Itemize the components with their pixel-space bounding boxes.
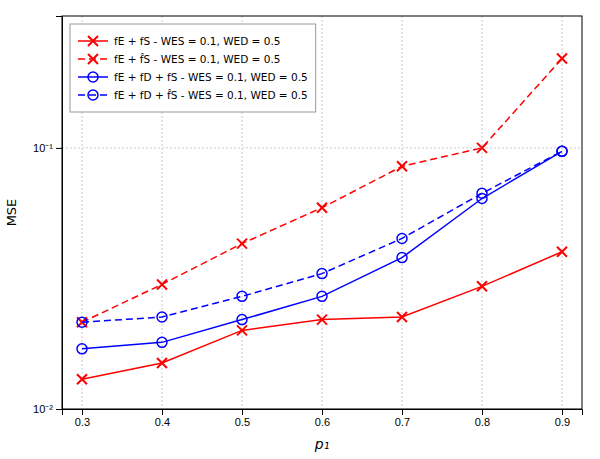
point-marker [317, 315, 327, 325]
point-marker [557, 53, 567, 63]
point-marker [77, 317, 87, 327]
legend-swatch-marker [88, 72, 98, 82]
point-marker [77, 344, 87, 354]
tick-mark [242, 409, 243, 415]
point-marker [557, 146, 567, 156]
point-marker [477, 281, 487, 291]
plot-area: 0.3 0.4 0.5 0.6 0.7 0.8 0.9 10⁻² 10⁻¹ fE + fS - W… [33, 16, 582, 428]
legend-swatch-marker [88, 54, 98, 64]
tick: 10⁻² [33, 403, 62, 415]
series-line [82, 151, 562, 348]
point-marker [157, 358, 167, 368]
legend-label: fE + f̂S - WES = 0.1, WED = 0.5 [114, 53, 280, 65]
series [77, 146, 567, 327]
tick: 0.4 [155, 409, 170, 428]
legend-swatch-marker [88, 90, 98, 100]
point-marker [317, 203, 327, 213]
point-marker [397, 253, 407, 263]
x-axis: 0.3 0.4 0.5 0.6 0.7 0.8 0.9 [63, 409, 583, 428]
point-marker [157, 312, 167, 322]
tick-label: 0.6 [315, 416, 330, 428]
tick-label: 0.4 [155, 416, 170, 428]
tick-mark [322, 409, 323, 415]
grid-line-x [562, 16, 563, 409]
legend-item: fE + fS - WES = 0.1, WED = 0.5 [78, 35, 280, 47]
legend-swatch-marker [88, 36, 98, 46]
tick-label: 10⁻² [33, 403, 53, 415]
tick: 0.5 [235, 409, 250, 428]
legend-box [70, 24, 316, 112]
tick: 0.6 [315, 409, 330, 428]
point-marker [397, 312, 407, 322]
point-marker [77, 374, 87, 384]
grid-line-x [322, 16, 323, 409]
tick-mark [82, 409, 83, 415]
point-marker [477, 143, 487, 153]
grid-line-x [402, 16, 403, 409]
tick-mark [402, 409, 403, 415]
tick-label: 0.8 [475, 416, 490, 428]
point-marker [397, 161, 407, 171]
legend-swatch-line [78, 94, 108, 96]
legend-label: fE + fD + f̂S - WES = 0.1, WED = 0.5 [114, 89, 308, 101]
point-marker [317, 291, 327, 301]
grid-line-x [482, 16, 483, 409]
point-marker [477, 188, 487, 198]
tick: 0.3 [75, 409, 90, 428]
tick-label: 0.7 [395, 416, 410, 428]
point-marker [237, 325, 247, 335]
legend-item: fE + fD + f̂S - WES = 0.1, WED = 0.5 [78, 89, 308, 101]
tick-mark [56, 409, 62, 410]
legend-item: fE + f̂S - WES = 0.1, WED = 0.5 [78, 53, 280, 65]
tick-mark [482, 409, 483, 415]
tick-label: 0.5 [235, 416, 250, 428]
series-line [82, 252, 562, 379]
point-marker [237, 239, 247, 249]
legend-item: fE + fD + fS - WES = 0.1, WED = 0.5 [78, 71, 308, 83]
chart: 0.3 0.4 0.5 0.6 0.7 0.8 0.9 10⁻² 10⁻¹ fE + fS - W… [0, 0, 600, 459]
point-marker [157, 279, 167, 289]
plot-frame [62, 16, 582, 409]
point-marker [317, 269, 327, 279]
point-marker [237, 291, 247, 301]
y-axis: 10⁻² 10⁻¹ [33, 17, 62, 416]
tick-label: 0.3 [75, 416, 90, 428]
grid-line-y [62, 147, 582, 148]
legend-label: fE + fS - WES = 0.1, WED = 0.5 [114, 35, 280, 47]
legend-label: fE + fD + fS - WES = 0.1, WED = 0.5 [114, 71, 308, 83]
series [77, 146, 567, 353]
axis-line [63, 410, 583, 416]
series [77, 247, 567, 384]
tick: 0.9 [555, 409, 570, 428]
tick-label: 10⁻¹ [33, 142, 53, 154]
x-axis-title: p₁ [314, 436, 330, 452]
y-axis-title: MSE [4, 199, 19, 227]
grid [62, 16, 582, 409]
point-marker [237, 315, 247, 325]
point-marker [557, 146, 567, 156]
tick-mark [56, 148, 62, 149]
tick: 10⁻¹ [33, 142, 62, 154]
tick-mark [562, 409, 563, 415]
tick-label: 0.9 [555, 416, 570, 428]
legend-swatch-line [78, 76, 108, 78]
point-marker [557, 247, 567, 257]
legend: fE + fS - WES = 0.1, WED = 0.5 fE + f̂S -… [70, 24, 316, 112]
series-line [82, 151, 562, 322]
tick: 0.8 [475, 409, 490, 428]
tick: 0.7 [395, 409, 410, 428]
series-line [82, 58, 562, 322]
point-marker [397, 233, 407, 243]
tick-mark [162, 409, 163, 415]
series [77, 53, 567, 327]
point-marker [157, 337, 167, 347]
